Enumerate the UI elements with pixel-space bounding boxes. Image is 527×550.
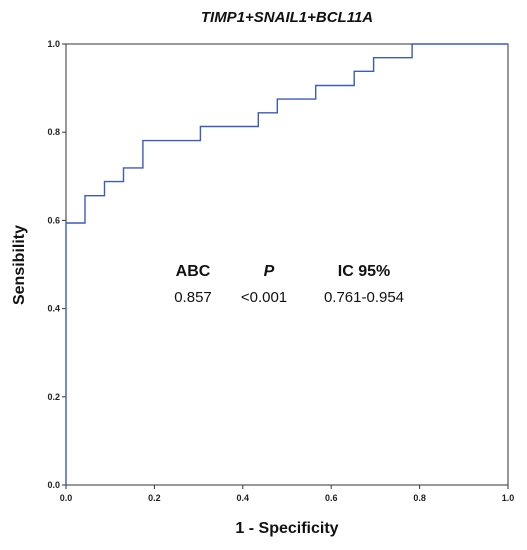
x-tick-label: 0.4 (237, 493, 250, 503)
x-tick-label: 0.6 (325, 493, 338, 503)
stat-value-p: <0.001 (241, 289, 287, 306)
x-axis: 0.0 0.2 0.4 0.6 0.8 1.0 (60, 485, 515, 503)
x-tick-label: 0.0 (60, 493, 73, 503)
y-tick-label: 0.2 (47, 392, 60, 402)
stats-block: ABC P IC 95% 0.857 <0.001 0.761-0.954 (174, 263, 404, 306)
x-tick-label: 1.0 (502, 493, 515, 503)
stat-header-abc: ABC (176, 263, 211, 280)
y-tick-label: 0.6 (47, 215, 60, 225)
y-axis-title: Sensibility (11, 225, 28, 305)
y-tick-label: 1.0 (47, 39, 60, 49)
y-tick-label: 0.8 (47, 127, 60, 137)
chart-title: TIMP1+SNAIL1+BCL11A (201, 9, 373, 26)
stat-value-abc: 0.857 (174, 289, 212, 306)
roc-curve-line (65, 43, 508, 485)
x-tick-label: 0.2 (148, 493, 161, 503)
x-tick-label: 0.8 (413, 493, 426, 503)
y-tick-label: 0.4 (47, 304, 60, 314)
plot-area-frame (65, 43, 509, 486)
stat-header-ic95: IC 95% (338, 263, 390, 280)
y-axis: 0.0 0.2 0.4 0.6 0.8 1.0 (47, 39, 66, 490)
stat-header-p: P (264, 263, 275, 280)
x-axis-title: 1 - Specificity (235, 520, 338, 537)
stat-value-ic95: 0.761-0.954 (324, 289, 404, 306)
y-tick-label: 0.0 (47, 480, 60, 490)
